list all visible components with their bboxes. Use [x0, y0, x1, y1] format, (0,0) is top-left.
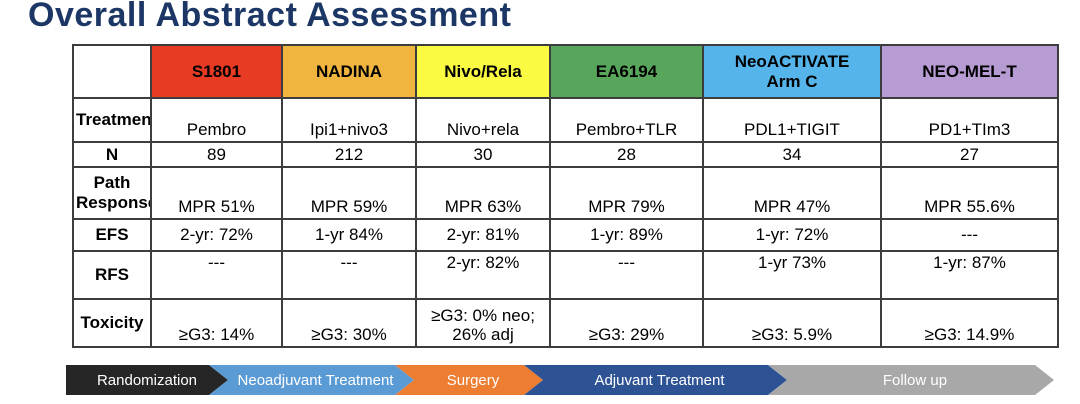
column-header-ea6194: EA6194 [549, 44, 704, 99]
cell-rfs-ea6194: --- [549, 250, 704, 300]
table-row-efs: EFS 2-yr: 72% 1-yr 84% 2-yr: 81% 1-yr: 8… [72, 218, 1059, 252]
cell-treatment-nadina: Ipi1+nivo3 [281, 97, 417, 143]
cell-efs-neoactivate: 1-yr: 72% [702, 218, 882, 252]
table-row-n: N 89 212 30 28 34 27 [72, 141, 1059, 168]
column-header-nivo-rela: Nivo/Rela [415, 44, 551, 99]
trials-table: S1801 NADINA Nivo/Rela EA6194 NeoACTIVAT… [72, 44, 1059, 348]
cell-treatment-neoactivate: PDL1+TIGIT [702, 97, 882, 143]
cell-n-nadina: 212 [281, 141, 417, 168]
timeline-step-adjuvant-treatment: Adjuvant Treatment [524, 365, 787, 395]
cell-efs-nivo-rela: 2-yr: 81% [415, 218, 551, 252]
cell-rfs-neo-mel-t: 1-yr: 87% [880, 250, 1059, 300]
column-header-neoactivate: NeoACTIVATE Arm C [702, 44, 882, 99]
table-row-treatment: Treatment Pembro Ipi1+nivo3 Nivo+rela Pe… [72, 97, 1059, 143]
column-header-s1801: S1801 [150, 44, 283, 99]
column-header-nadina: NADINA [281, 44, 417, 99]
row-label-rfs: RFS [72, 250, 152, 300]
column-header-neo-mel-t: NEO-MEL-T [880, 44, 1059, 99]
cell-rfs-s1801: --- [150, 250, 283, 300]
table-row-rfs: RFS --- --- 2-yr: 82% --- 1-yr 73% 1-yr:… [72, 250, 1059, 300]
cell-efs-neo-mel-t: --- [880, 218, 1059, 252]
cell-rfs-nadina: --- [281, 250, 417, 300]
timeline-step-randomization: Randomization [66, 365, 228, 395]
cell-path-s1801: MPR 51% [150, 166, 283, 220]
cell-efs-s1801: 2-yr: 72% [150, 218, 283, 252]
cell-treatment-neo-mel-t: PD1+TIm3 [880, 97, 1059, 143]
cell-efs-ea6194: 1-yr: 89% [549, 218, 704, 252]
row-label-toxicity: Toxicity [72, 298, 152, 348]
timeline-step-follow-up: Follow up [768, 365, 1054, 395]
cell-n-neo-mel-t: 27 [880, 141, 1059, 168]
table-row-toxicity: Toxicity ≥G3: 14% ≥G3: 30% ≥G3: 0% neo; … [72, 298, 1059, 348]
cell-path-neoactivate: MPR 47% [702, 166, 882, 220]
cell-treatment-nivo-rela: Nivo+rela [415, 97, 551, 143]
cell-n-neoactivate: 34 [702, 141, 882, 168]
cell-path-ea6194: MPR 79% [549, 166, 704, 220]
cell-efs-nadina: 1-yr 84% [281, 218, 417, 252]
corner-cell [72, 44, 152, 99]
row-label-efs: EFS [72, 218, 152, 252]
cell-path-nivo-rela: MPR 63% [415, 166, 551, 220]
cell-toxicity-neoactivate: ≥G3: 5.9% [702, 298, 882, 348]
page-title: Overall Abstract Assessment [28, 0, 512, 34]
row-label-n: N [72, 141, 152, 168]
cell-toxicity-neo-mel-t: ≥G3: 14.9% [880, 298, 1059, 348]
row-label-path-response: Path Response [72, 166, 152, 220]
cell-n-ea6194: 28 [549, 141, 704, 168]
cell-toxicity-nivo-rela: ≥G3: 0% neo; 26% adj [415, 298, 551, 348]
cell-rfs-nivo-rela: 2-yr: 82% [415, 250, 551, 300]
study-timeline: Randomization Neoadjuvant Treatment Surg… [66, 365, 1054, 395]
table-header-row: S1801 NADINA Nivo/Rela EA6194 NeoACTIVAT… [72, 44, 1059, 99]
timeline-step-surgery: Surgery [395, 365, 543, 395]
timeline-step-neoadjuvant-treatment: Neoadjuvant Treatment [209, 365, 414, 395]
cell-path-neo-mel-t: MPR 55.6% [880, 166, 1059, 220]
cell-rfs-neoactivate: 1-yr 73% [702, 250, 882, 300]
cell-toxicity-nadina: ≥G3: 30% [281, 298, 417, 348]
cell-n-nivo-rela: 30 [415, 141, 551, 168]
cell-toxicity-s1801: ≥G3: 14% [150, 298, 283, 348]
cell-path-nadina: MPR 59% [281, 166, 417, 220]
cell-n-s1801: 89 [150, 141, 283, 168]
table-row-path-response: Path Response MPR 51% MPR 59% MPR 63% MP… [72, 166, 1059, 220]
row-label-treatment: Treatment [72, 97, 152, 143]
cell-treatment-s1801: Pembro [150, 97, 283, 143]
cell-treatment-ea6194: Pembro+TLR [549, 97, 704, 143]
cell-toxicity-ea6194: ≥G3: 29% [549, 298, 704, 348]
